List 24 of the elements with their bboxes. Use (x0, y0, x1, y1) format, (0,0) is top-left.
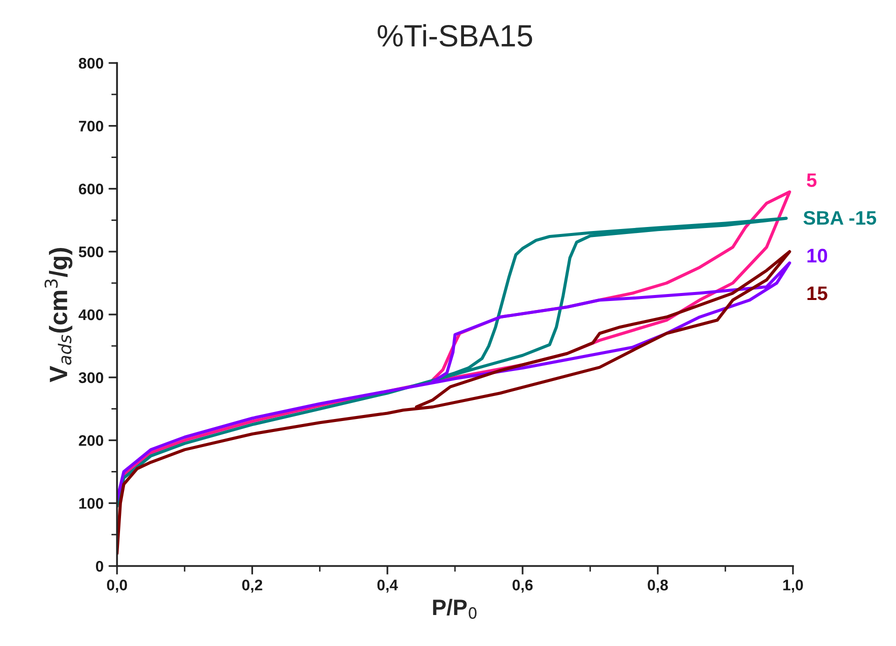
x-tick-label: 0,2 (242, 580, 262, 593)
series-label: 5 (806, 173, 817, 188)
y-tick-label: 400 (78, 309, 104, 320)
series-label: 15 (807, 286, 828, 300)
series-label: 10 (807, 248, 828, 263)
y-tick-label: 100 (79, 498, 104, 509)
line-series (117, 250, 792, 555)
x-tick-label: 1,0 (783, 580, 803, 593)
x-tick-label: 0,6 (512, 580, 533, 593)
x-tick-label: 0,0 (107, 580, 128, 593)
chart-title: %Ti-SBA15 (378, 24, 532, 47)
y-tick-label: 700 (78, 120, 104, 132)
y-tick-label: 600 (78, 184, 104, 194)
y-tick-label: 500 (78, 246, 104, 258)
x-tick-label: 0,8 (648, 580, 668, 593)
y-tick-label: 800 (78, 58, 104, 69)
y-tick-label: 300 (78, 372, 104, 384)
y-tick-label: 0 (96, 560, 104, 572)
x-axis-title: P/P$_{0}$ (433, 598, 477, 619)
x-tick-label: 0,4 (377, 580, 398, 593)
line-series (117, 261, 792, 502)
y-tick-label: 200 (78, 435, 104, 446)
y-axis-title: V$_{ads}$(cm$^{3}$/g) (44, 248, 72, 382)
series-label: SBA -15 (803, 211, 876, 225)
